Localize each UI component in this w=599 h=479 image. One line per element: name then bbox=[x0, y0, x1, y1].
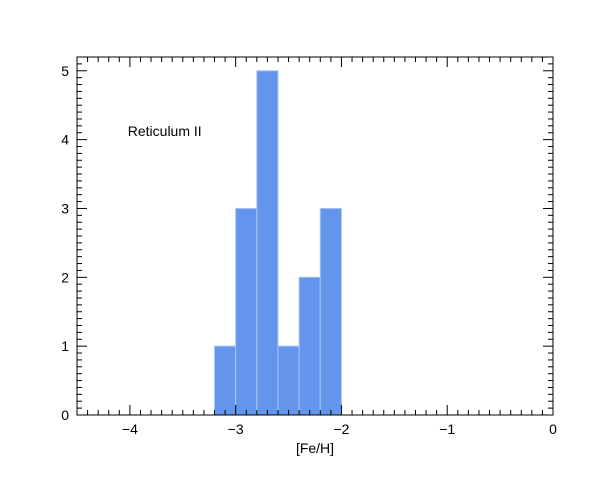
histogram-bar-3 bbox=[256, 70, 279, 416]
histogram-bar-1 bbox=[214, 345, 237, 416]
x-tick-label: −3 bbox=[228, 421, 244, 437]
histogram-bars bbox=[214, 70, 342, 416]
axis-ticks bbox=[76, 56, 554, 416]
y-tick-label: 1 bbox=[61, 338, 69, 354]
histogram-bar-5 bbox=[298, 276, 321, 416]
x-tick-label: 0 bbox=[549, 421, 557, 437]
y-tick-label: 3 bbox=[61, 200, 69, 216]
histogram-bar-4 bbox=[277, 345, 300, 416]
y-tick-label: 0 bbox=[61, 407, 69, 423]
y-tick-label: 2 bbox=[61, 269, 69, 285]
x-tick-label: −1 bbox=[439, 421, 455, 437]
annotation-label: Reticulum II bbox=[128, 123, 202, 139]
histogram-bar-6 bbox=[319, 207, 342, 416]
x-axis-label: [Fe/H] bbox=[296, 440, 334, 456]
x-tick-label: −4 bbox=[122, 421, 138, 437]
histogram-bar-2 bbox=[235, 207, 258, 416]
x-tick-label: −2 bbox=[333, 421, 349, 437]
y-tick-label: 4 bbox=[61, 132, 69, 148]
y-tick-label: 5 bbox=[61, 63, 69, 79]
tick-labels: −4 −3 −2 −1 0 0 1 2 3 4 5 bbox=[61, 63, 557, 437]
